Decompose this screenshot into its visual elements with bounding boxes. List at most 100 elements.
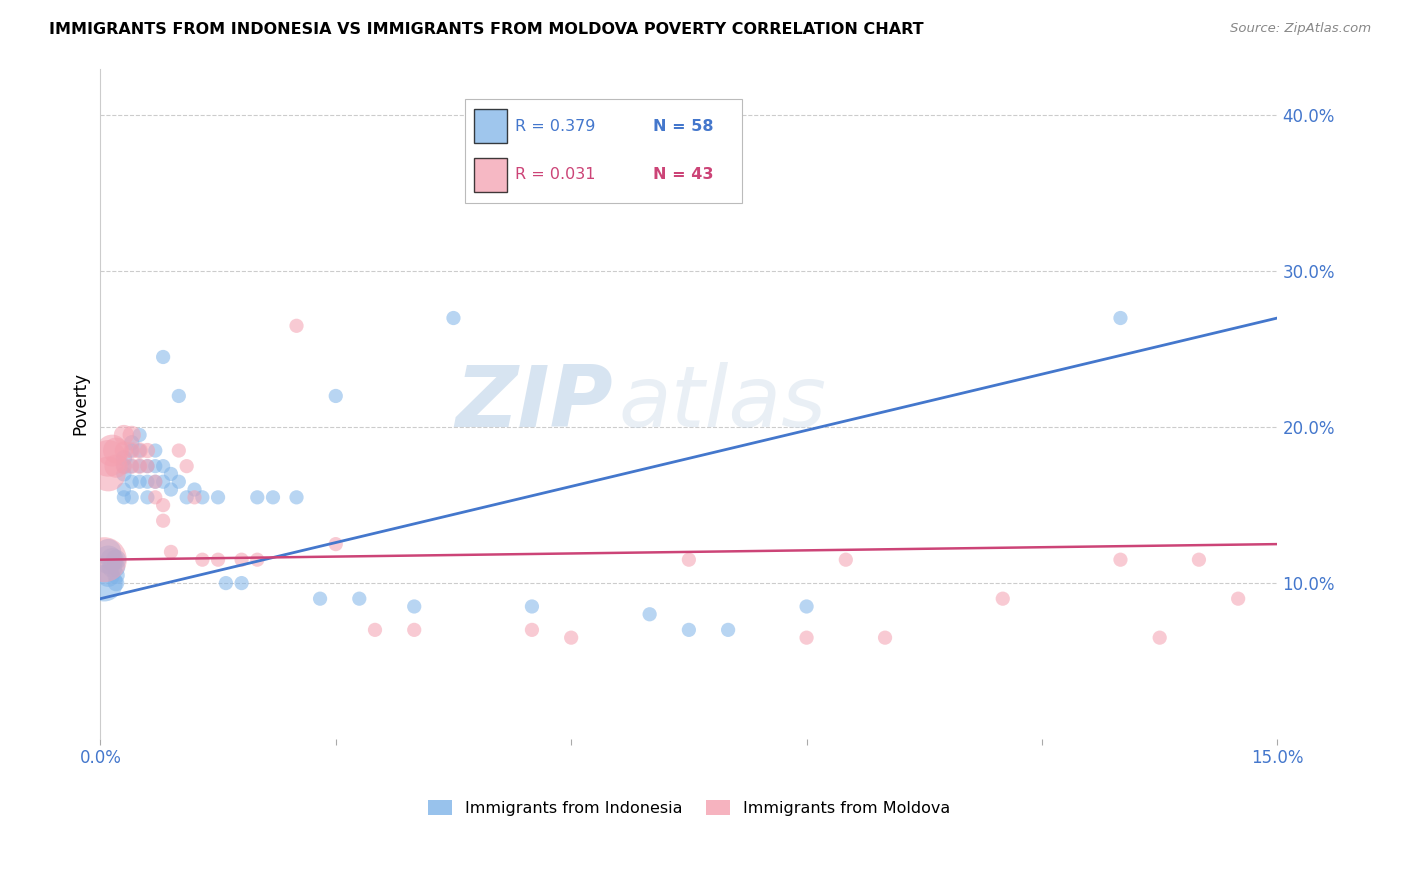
Point bbox=[231, 552, 253, 566]
Point bbox=[678, 552, 700, 566]
Point bbox=[121, 428, 143, 442]
Point bbox=[128, 443, 150, 458]
Point bbox=[152, 475, 174, 489]
Point bbox=[121, 459, 143, 474]
Point bbox=[105, 568, 128, 582]
Point bbox=[560, 631, 582, 645]
Point bbox=[112, 491, 135, 505]
Point bbox=[599, 139, 621, 153]
Point bbox=[136, 459, 159, 474]
Point bbox=[136, 475, 159, 489]
Point bbox=[101, 560, 124, 574]
Point bbox=[143, 491, 166, 505]
Point bbox=[97, 568, 120, 582]
Point bbox=[167, 475, 190, 489]
Point bbox=[152, 514, 174, 528]
Legend: Immigrants from Indonesia, Immigrants from Moldova: Immigrants from Indonesia, Immigrants fr… bbox=[422, 794, 956, 822]
Point bbox=[678, 623, 700, 637]
Point bbox=[167, 443, 190, 458]
Text: IMMIGRANTS FROM INDONESIA VS IMMIGRANTS FROM MOLDOVA POVERTY CORRELATION CHART: IMMIGRANTS FROM INDONESIA VS IMMIGRANTS … bbox=[49, 22, 924, 37]
Point bbox=[325, 389, 347, 403]
Point bbox=[231, 576, 253, 591]
Point bbox=[136, 443, 159, 458]
Point bbox=[93, 576, 115, 591]
Point bbox=[520, 623, 543, 637]
Point bbox=[183, 483, 205, 497]
Point bbox=[262, 491, 284, 505]
Point bbox=[167, 389, 190, 403]
Point bbox=[101, 443, 124, 458]
Point bbox=[105, 560, 128, 574]
Point bbox=[105, 552, 128, 566]
Point bbox=[143, 475, 166, 489]
Point bbox=[121, 491, 143, 505]
Text: Source: ZipAtlas.com: Source: ZipAtlas.com bbox=[1230, 22, 1371, 36]
Point bbox=[128, 443, 150, 458]
Point bbox=[128, 459, 150, 474]
Point bbox=[1149, 631, 1171, 645]
Point bbox=[160, 467, 183, 481]
Point bbox=[717, 623, 740, 637]
Point bbox=[93, 552, 115, 566]
Point bbox=[152, 350, 174, 364]
Point bbox=[121, 443, 143, 458]
Point bbox=[121, 443, 143, 458]
Point bbox=[112, 467, 135, 481]
Point bbox=[991, 591, 1014, 606]
Text: ZIP: ZIP bbox=[454, 362, 613, 445]
Point bbox=[112, 459, 135, 474]
Point bbox=[325, 537, 347, 551]
Point bbox=[1109, 311, 1132, 326]
Point bbox=[796, 631, 818, 645]
Point bbox=[97, 467, 120, 481]
Point bbox=[285, 491, 308, 505]
Point bbox=[404, 623, 426, 637]
Point bbox=[1188, 552, 1211, 566]
Point bbox=[638, 607, 661, 622]
Point bbox=[152, 498, 174, 512]
Point bbox=[101, 552, 124, 566]
Point bbox=[143, 443, 166, 458]
Point bbox=[121, 459, 143, 474]
Point bbox=[97, 552, 120, 566]
Point bbox=[176, 491, 198, 505]
Point bbox=[520, 599, 543, 614]
Point bbox=[309, 591, 332, 606]
Point bbox=[443, 311, 465, 326]
Point bbox=[191, 552, 214, 566]
Point bbox=[160, 483, 183, 497]
Point bbox=[873, 631, 896, 645]
Point bbox=[105, 459, 128, 474]
Point bbox=[121, 435, 143, 450]
Point bbox=[1227, 591, 1250, 606]
Point bbox=[160, 545, 183, 559]
Point bbox=[128, 459, 150, 474]
Point bbox=[176, 459, 198, 474]
Point bbox=[112, 459, 135, 474]
Point bbox=[183, 491, 205, 505]
Point bbox=[112, 451, 135, 466]
Point bbox=[191, 491, 214, 505]
Y-axis label: Poverty: Poverty bbox=[72, 372, 89, 435]
Point bbox=[246, 552, 269, 566]
Point bbox=[207, 552, 229, 566]
Point bbox=[112, 443, 135, 458]
Point bbox=[285, 318, 308, 333]
Point bbox=[112, 428, 135, 442]
Point bbox=[128, 428, 150, 442]
Point bbox=[112, 483, 135, 497]
Point bbox=[97, 451, 120, 466]
Point bbox=[215, 576, 238, 591]
Point bbox=[1109, 552, 1132, 566]
Point bbox=[97, 545, 120, 559]
Point bbox=[349, 591, 371, 606]
Point bbox=[143, 475, 166, 489]
Point bbox=[105, 576, 128, 591]
Point bbox=[796, 599, 818, 614]
Point bbox=[136, 491, 159, 505]
Point bbox=[246, 491, 269, 505]
Point bbox=[835, 552, 858, 566]
Point bbox=[128, 475, 150, 489]
Point bbox=[143, 459, 166, 474]
Point bbox=[404, 599, 426, 614]
